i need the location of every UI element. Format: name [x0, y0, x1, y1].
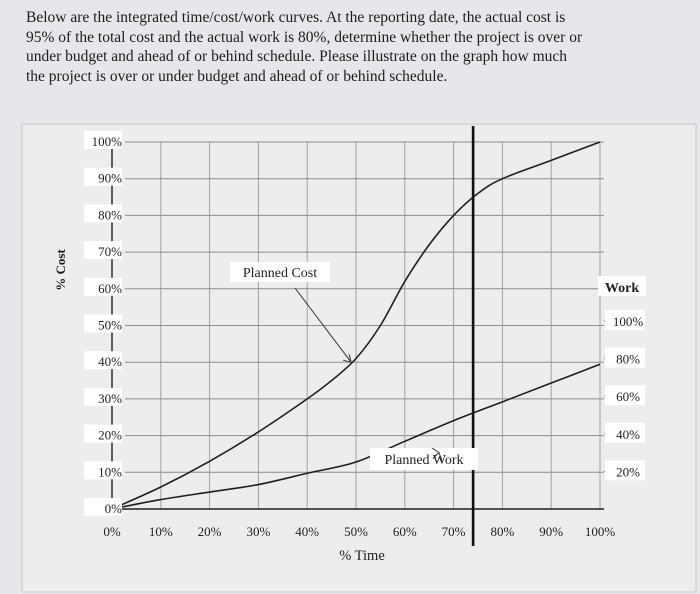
question-line: under budget and ahead of or behind sche… [26, 48, 568, 65]
y2-tick-label: 100% [613, 314, 644, 329]
y-tick-label-bg [84, 277, 122, 296]
y-tick-label: 20% [98, 428, 122, 443]
x-tick-label: 30% [246, 524, 270, 539]
planned-work-line [111, 363, 601, 510]
y-tick-label-bg [84, 131, 122, 149]
y2-axis-title-bg [598, 276, 646, 296]
question-line: 95% of the total cost and the actual wor… [26, 28, 583, 46]
y-tick-label-bg [84, 461, 122, 480]
y-tick-label-bg [84, 387, 122, 406]
question-text: Below are the integrated time/cost/work … [26, 8, 666, 86]
x-tick-label: 20% [198, 524, 222, 539]
question-line: Below are the integrated time/cost/work … [26, 9, 566, 26]
y2-tick-label-bg [605, 385, 645, 406]
y-tick-label-bg [84, 167, 122, 186]
x-tick-label: 40% [295, 524, 319, 539]
y-tick-label-bg [84, 351, 122, 370]
x-tick-label: 100% [585, 524, 616, 539]
planned-work-label-bg [370, 448, 478, 470]
y2-tick-label: 40% [616, 427, 640, 442]
x-tick-label: 60% [393, 524, 417, 539]
y-tick-label-bg [84, 314, 122, 333]
planned-cost-arrowhead [342, 354, 352, 363]
y2-tick-label-bg [605, 422, 645, 443]
chart-paper [21, 123, 697, 593]
x-tick-label: 80% [490, 524, 514, 539]
y-tick-label: 70% [98, 244, 122, 259]
y-tick-label: 100% [92, 134, 123, 149]
y-tick-label-bg [84, 424, 122, 443]
question-line: the project is over or under budget and … [26, 67, 448, 85]
y-axis-title: % Cost [53, 249, 68, 291]
x-tick-label: 0% [103, 524, 121, 539]
planned-cost-label: Planned Cost [243, 266, 317, 281]
x-tick-label: 50% [344, 524, 368, 539]
y-tick-label: 60% [98, 281, 122, 296]
planned-cost-line [111, 141, 601, 510]
y-tick-label-bg [84, 241, 122, 260]
x-axis-title: % Time [339, 548, 385, 564]
y2-axis-title: Work [605, 281, 639, 296]
y2-tick-label: 60% [616, 389, 640, 404]
y2-tick-label-bg [605, 460, 645, 481]
y-tick-label: 40% [98, 354, 122, 369]
y-tick-label-bg [84, 498, 122, 516]
x-tick-label: 10% [149, 524, 173, 539]
planned-cost-label-bg [230, 262, 330, 282]
y2-tick-label: 20% [616, 464, 640, 479]
y2-tick-label-bg [605, 310, 645, 330]
x-tick-label: 70% [442, 524, 466, 539]
y-tick-label: 80% [98, 207, 122, 222]
y-tick-label-bg [84, 204, 122, 223]
planned-work-label: Planned Work [384, 453, 463, 468]
y-tick-label: 30% [98, 391, 122, 406]
planned-work-pointer [431, 447, 440, 454]
planned-cost-pointer [294, 287, 352, 363]
y-tick-label: 90% [98, 171, 122, 186]
y-tick-label: 50% [98, 318, 122, 333]
planned-work-arrowhead [432, 451, 443, 461]
y2-tick-label: 80% [616, 352, 640, 367]
x-tick-label: 90% [539, 524, 563, 539]
y-tick-label: 10% [98, 464, 122, 479]
y2-tick-label-bg [605, 347, 645, 368]
y-tick-label: 0% [105, 501, 123, 516]
